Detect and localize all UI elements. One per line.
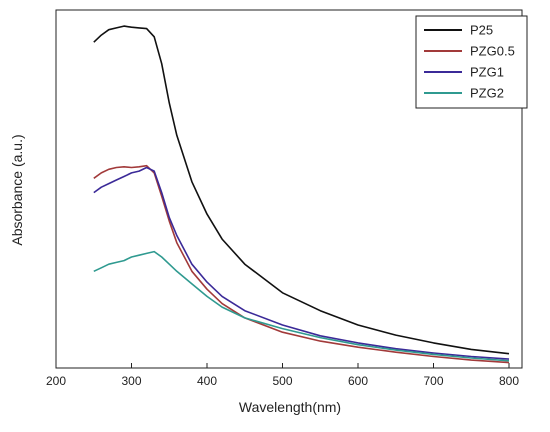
legend: P25 PZG0.5 PZG1 PZG2: [415, 15, 528, 109]
legend-label: P25: [470, 23, 493, 38]
legend-label: PZG2: [470, 86, 504, 101]
series-line-pzg0-5: [93, 164, 510, 364]
series-lines: [93, 25, 510, 364]
x-tick-label: 700: [423, 374, 443, 388]
x-tick-label: 300: [121, 374, 141, 388]
x-axis-ticks: 200 300 400 500 600 700 800: [46, 363, 519, 388]
x-tick-label: 800: [499, 374, 519, 388]
x-tick-label: 200: [46, 374, 66, 388]
x-tick-label: 400: [197, 374, 217, 388]
plot-frame: [55, 9, 523, 369]
y-axis-label: Absorbance (a.u.): [9, 134, 25, 245]
legend-items: P25 PZG0.5 PZG1 PZG2: [424, 23, 515, 101]
series-line-pzg1: [93, 166, 510, 360]
series-line-p25: [93, 25, 510, 355]
x-axis-label: Wavelength(nm): [239, 399, 341, 415]
x-tick-label: 500: [272, 374, 292, 388]
x-tick-label: 600: [348, 374, 368, 388]
legend-label: PZG0.5: [470, 44, 515, 59]
series-line-pzg2: [93, 250, 510, 362]
legend-label: PZG1: [470, 65, 504, 80]
